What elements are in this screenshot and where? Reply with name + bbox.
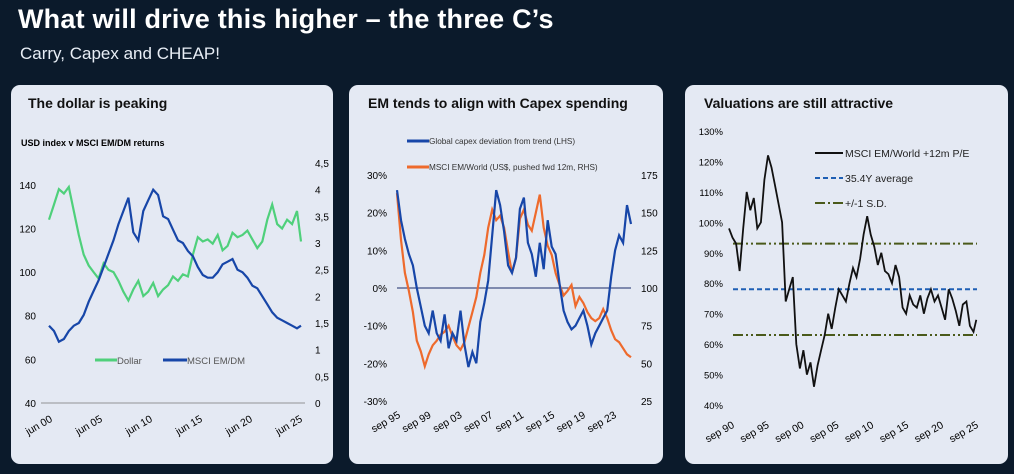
x-tick-label: sep 15 (877, 419, 910, 445)
x-tick-label: sep 15 (523, 409, 556, 435)
x-tick-label: sep 95 (369, 409, 402, 435)
y-left-tick-label: 20% (367, 209, 387, 220)
x-tick-label: jun 20 (223, 413, 255, 438)
y-right-tick-label: 125 (641, 246, 658, 257)
series-line-dollar (47, 184, 303, 303)
chart-dollar: USD index v MSCI EM/DM returns4060801001… (19, 138, 329, 438)
y-tick-label: 50% (704, 371, 724, 382)
y-left-tick-label: -30% (364, 397, 387, 408)
x-tick-label: sep 11 (493, 409, 526, 435)
page-subtitle: Carry, Capex and CHEAP! (20, 44, 220, 63)
legend-label: MSCI EM/World (US$, pushed fwd 12m, RHS) (429, 163, 598, 172)
legend-label: Global capex deviation from trend (LHS) (429, 137, 575, 146)
panel-title: Valuations are still attractive (704, 95, 894, 111)
series-line-pe (728, 155, 978, 387)
y-left-tick-label: 10% (367, 246, 387, 257)
y-right-tick-label: 4,5 (315, 159, 329, 170)
y-tick-label: 130% (699, 127, 724, 138)
y-right-tick-label: 1,5 (315, 319, 329, 330)
y-left-tick-label: 60 (25, 355, 37, 366)
y-tick-label: 60% (704, 340, 724, 351)
y-right-tick-label: 3,5 (315, 212, 329, 223)
series-line-msci-em-world (395, 193, 632, 371)
y-tick-label: 90% (704, 249, 724, 260)
series-line-capex-deviation (395, 189, 633, 368)
x-tick-label: jun 05 (73, 413, 105, 438)
x-tick-label: sep 10 (843, 419, 876, 445)
y-right-tick-label: 4 (315, 186, 321, 197)
y-right-tick-label: 0 (315, 399, 321, 410)
y-tick-label: 70% (704, 310, 724, 321)
x-tick-label: sep 20 (912, 419, 945, 445)
y-left-tick-label: 120 (19, 224, 36, 235)
x-tick-label: sep 23 (585, 409, 618, 435)
y-tick-label: 120% (699, 157, 724, 168)
y-right-tick-label: 2 (315, 292, 321, 303)
y-right-tick-label: 50 (641, 359, 653, 370)
y-tick-label: 100% (699, 218, 724, 229)
y-right-tick-label: 0,5 (315, 372, 329, 383)
x-tick-label: sep 05 (808, 419, 841, 445)
legend-label: MSCI EM/DM (187, 356, 245, 367)
x-tick-label: jun 00 (23, 413, 55, 438)
y-left-tick-label: 0% (373, 284, 388, 295)
legend-label: MSCI EM/World +12m P/E (845, 148, 969, 160)
y-right-tick-label: 3 (315, 239, 321, 250)
x-tick-label: sep 99 (400, 409, 433, 435)
chart-capex: -30% -20% -10% 0% 10% 20% 30% 25 50 75 100 125 150 17… (364, 137, 658, 435)
y-right-tick-label: 175 (641, 171, 658, 182)
y-left-tick-label: -20% (364, 359, 387, 370)
y-left-tick-label: 30% (367, 171, 387, 182)
x-tick-label: sep 00 (773, 419, 806, 445)
x-tick-label: jun 25 (273, 413, 305, 438)
chart-valuations: 40% 50% 60% 70% 80% 90% 100% 110% 120% 130% sep 90… (699, 127, 981, 445)
y-left-tick-label: 80 (25, 312, 37, 323)
page-title: What will drive this higher – the three … (18, 4, 554, 34)
legend-label: 35.4Y average (845, 173, 913, 185)
y-tick-label: 110% (699, 188, 723, 199)
y-left-tick-label: 100 (19, 268, 36, 279)
y-right-tick-label: 150 (641, 209, 658, 220)
legend-label: Dollar (117, 356, 142, 367)
panel-title: EM tends to align with Capex spending (368, 95, 628, 111)
y-left-tick-label: 140 (19, 181, 36, 192)
chart-panel-valuations: Valuations are still attractive 40% 50% 60… (685, 85, 1008, 464)
chart-panel-capex: EM tends to align with Capex spending -3… (349, 85, 663, 464)
y-right-tick-label: 2,5 (315, 266, 329, 277)
x-tick-label: sep 19 (554, 409, 587, 435)
x-tick-label: jun 15 (173, 413, 205, 438)
chart-panel-dollar: The dollar is peaking USD index v MSCI E… (11, 85, 333, 464)
y-tick-label: 40% (704, 401, 724, 412)
x-tick-label: sep 25 (947, 419, 980, 445)
x-tick-label: sep 90 (703, 419, 736, 445)
y-right-tick-label: 1 (315, 346, 321, 357)
y-right-tick-label: 100 (641, 284, 658, 295)
y-right-tick-label: 25 (641, 397, 653, 408)
x-tick-label: sep 95 (738, 419, 771, 445)
x-tick-label: jun 10 (123, 413, 155, 438)
y-right-tick-label: 75 (641, 322, 653, 333)
panel-title: The dollar is peaking (28, 95, 168, 111)
y-tick-label: 80% (704, 279, 724, 290)
x-tick-label: sep 03 (431, 409, 464, 435)
series-line-msci-em-dm (48, 187, 302, 344)
y-left-tick-label: 40 (25, 399, 37, 410)
chart-title: USD index v MSCI EM/DM returns (21, 138, 165, 148)
legend-label: +/-1 S.D. (845, 198, 887, 210)
y-left-tick-label: -10% (364, 322, 387, 333)
x-tick-label: sep 07 (462, 409, 495, 435)
